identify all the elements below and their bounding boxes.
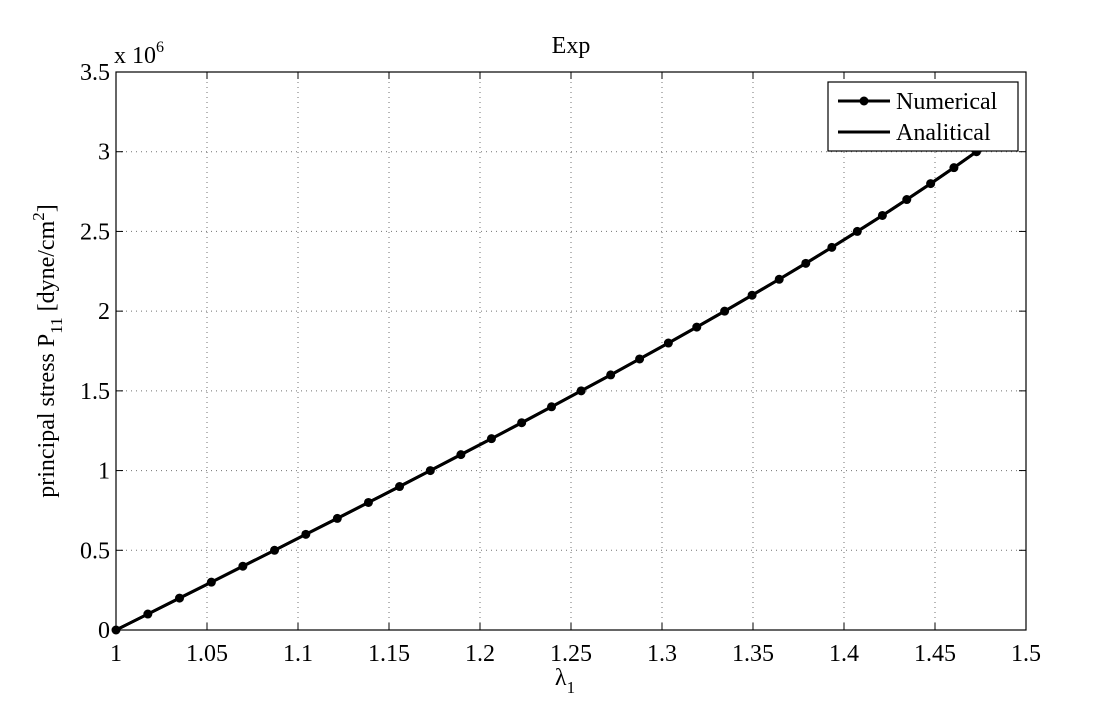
data-point-numerical <box>852 226 862 236</box>
legend: Numerical Analitical <box>827 81 1019 152</box>
y-tick-label: 1 <box>98 459 110 485</box>
legend-label-analitical: Analitical <box>896 120 991 146</box>
data-point-numerical <box>606 370 616 380</box>
data-point-numerical <box>774 274 784 284</box>
x-tick-label: 1.5 <box>1011 641 1041 667</box>
x-tick-label: 1.15 <box>368 641 410 667</box>
data-point-numerical <box>270 545 280 555</box>
data-point-numerical <box>175 593 185 603</box>
y-tick-label: 3 <box>98 140 110 166</box>
data-point-numerical <box>877 210 887 220</box>
y-tick-label: 2.5 <box>80 219 110 245</box>
chart-title: Exp <box>552 33 591 59</box>
data-point-numerical <box>692 322 702 332</box>
x-axis-label-main: λ <box>555 665 567 691</box>
y-multiplier-exponent: 6 <box>156 39 164 56</box>
x-tick-label: 1.2 <box>465 641 495 667</box>
x-tick-label: 1.4 <box>829 641 859 667</box>
data-point-numerical <box>206 577 216 587</box>
x-tick-label: 1.35 <box>732 641 774 667</box>
data-point-numerical <box>663 338 673 348</box>
series <box>111 147 981 635</box>
x-tick-label: 1.45 <box>914 641 956 667</box>
data-point-numerical <box>332 513 342 523</box>
legend-box <box>827 81 1019 152</box>
y-multiplier: x 106 <box>114 39 164 69</box>
y-axis-label-unit-superscript: 2 <box>29 212 48 221</box>
data-point-numerical <box>827 242 837 252</box>
y-tick-label: 1.5 <box>80 379 110 405</box>
y-axis-label-subscript: 11 <box>47 317 66 333</box>
data-point-numerical <box>111 625 121 635</box>
data-point-numerical <box>486 434 496 444</box>
data-point-numerical <box>363 497 373 507</box>
data-point-numerical <box>547 402 557 412</box>
x-axis-label: λ1 <box>555 665 575 697</box>
y-tick-label: 3.5 <box>80 60 110 86</box>
x-tick-label: 1.25 <box>550 641 592 667</box>
legend-marker-numerical <box>859 96 869 106</box>
y-axis-label-unit: [dyne/cm <box>34 220 60 317</box>
data-point-numerical <box>301 529 311 539</box>
legend-entry-analitical: Analitical <box>838 120 991 146</box>
data-point-numerical <box>395 482 405 492</box>
x-tick-label: 1 <box>110 641 122 667</box>
data-point-numerical <box>949 163 959 173</box>
data-point-numerical <box>635 354 645 364</box>
data-point-numerical <box>801 258 811 268</box>
data-point-numerical <box>902 195 912 205</box>
data-point-numerical <box>456 450 466 460</box>
legend-label-numerical: Numerical <box>896 89 998 115</box>
y-tick-labels: 0 0.5 1 1.5 2 2.5 3 3.5 <box>80 60 110 644</box>
y-axis-label-main: principal stress P <box>34 334 60 498</box>
y-tick-label: 0.5 <box>80 538 110 564</box>
x-tick-label: 1.05 <box>186 641 228 667</box>
data-point-numerical <box>143 609 153 619</box>
axis-ticks <box>115 71 1027 631</box>
y-axis-label: principal stress P11 [dyne/cm2] <box>29 204 66 498</box>
x-axis-label-subscript: 1 <box>567 678 576 697</box>
data-point-numerical <box>926 179 936 189</box>
data-point-numerical <box>238 561 248 571</box>
data-point-numerical <box>747 290 757 300</box>
grid <box>116 72 1026 630</box>
x-tick-label: 1.3 <box>647 641 677 667</box>
data-point-numerical <box>517 418 527 428</box>
y-tick-label: 2 <box>98 299 110 325</box>
data-point-numerical <box>425 466 435 476</box>
y-tick-label: 0 <box>98 618 110 644</box>
data-point-numerical <box>576 386 586 396</box>
y-axis-label-unit-close: ] <box>34 204 60 212</box>
x-tick-label: 1.1 <box>283 641 313 667</box>
y-multiplier-prefix: x 10 <box>114 43 156 69</box>
legend-entry-numerical: Numerical <box>838 89 998 115</box>
data-point-numerical <box>720 306 730 316</box>
x-tick-labels: 1 1.05 1.1 1.15 1.2 1.25 1.3 1.35 1.4 1.45 1.5 <box>110 641 1041 667</box>
